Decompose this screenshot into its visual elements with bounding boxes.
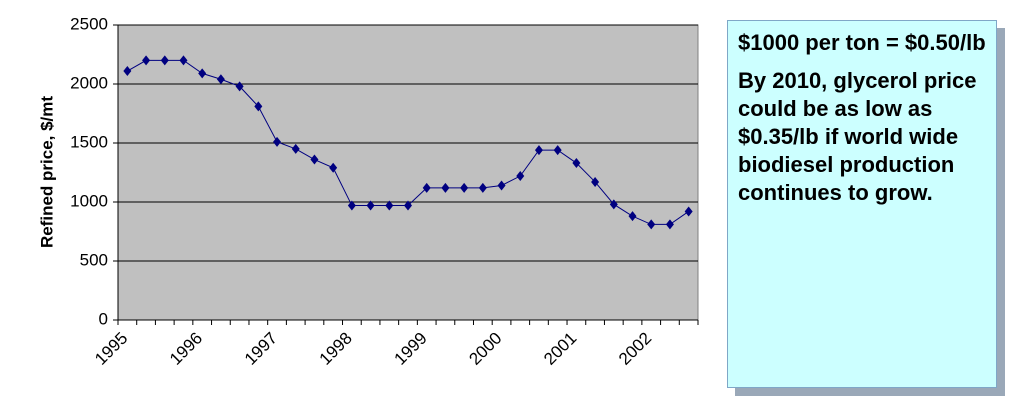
data-point <box>273 136 282 147</box>
data-point <box>497 180 506 191</box>
data-point <box>160 55 169 66</box>
x-tick-label: 1998 <box>316 329 356 369</box>
data-point <box>385 200 394 211</box>
x-tick-label: 1997 <box>241 329 281 369</box>
y-axis-label: Refined price, $/mt <box>37 96 56 248</box>
data-point <box>628 211 637 222</box>
data-point <box>647 219 656 230</box>
plot-area <box>117 24 699 321</box>
data-point <box>310 154 319 165</box>
data-point <box>665 219 674 230</box>
data-point <box>366 200 375 211</box>
note-text: $1000 per ton = $0.50/lb <box>738 30 986 55</box>
data-point <box>347 200 356 211</box>
x-tick-label: 2002 <box>615 329 655 369</box>
y-tick-label: 0 <box>99 309 108 328</box>
x-tick-label: 1995 <box>91 329 131 369</box>
data-point <box>179 55 188 66</box>
data-point <box>291 143 300 154</box>
x-tick-label: 2000 <box>465 329 505 369</box>
data-point <box>534 145 543 156</box>
data-point <box>684 206 693 217</box>
data-point <box>216 74 225 85</box>
data-point <box>123 66 132 77</box>
note-box: $1000 per ton = $0.50/lb By 2010, glycero… <box>727 20 997 388</box>
y-tick-label: 2500 <box>70 14 108 33</box>
data-point <box>591 176 600 187</box>
data-point <box>609 199 618 210</box>
data-point <box>142 55 151 66</box>
data-point <box>329 162 338 173</box>
data-point <box>460 182 469 193</box>
y-tick-label: 1000 <box>70 191 108 210</box>
chart: Refined price, $/mt 0 500 1000 1500 2000 2500… <box>37 14 699 369</box>
data-point <box>478 182 487 193</box>
data-point <box>198 68 207 79</box>
data-point <box>441 182 450 193</box>
data-point <box>553 145 562 156</box>
y-tick-label: 2000 <box>70 73 108 92</box>
x-tick-label: 2001 <box>540 329 580 369</box>
note-text: By 2010, glycerol price could be as low … <box>738 68 977 205</box>
data-point <box>572 158 581 169</box>
x-tick-label: 1996 <box>166 329 206 369</box>
data-point <box>235 81 244 92</box>
data-point <box>404 200 412 211</box>
y-tick-label: 500 <box>80 250 108 269</box>
x-tick-label: 1999 <box>391 329 431 369</box>
y-tick-label: 1500 <box>70 132 108 151</box>
data-point <box>422 182 431 193</box>
data-point <box>516 171 525 182</box>
data-point <box>254 101 263 112</box>
